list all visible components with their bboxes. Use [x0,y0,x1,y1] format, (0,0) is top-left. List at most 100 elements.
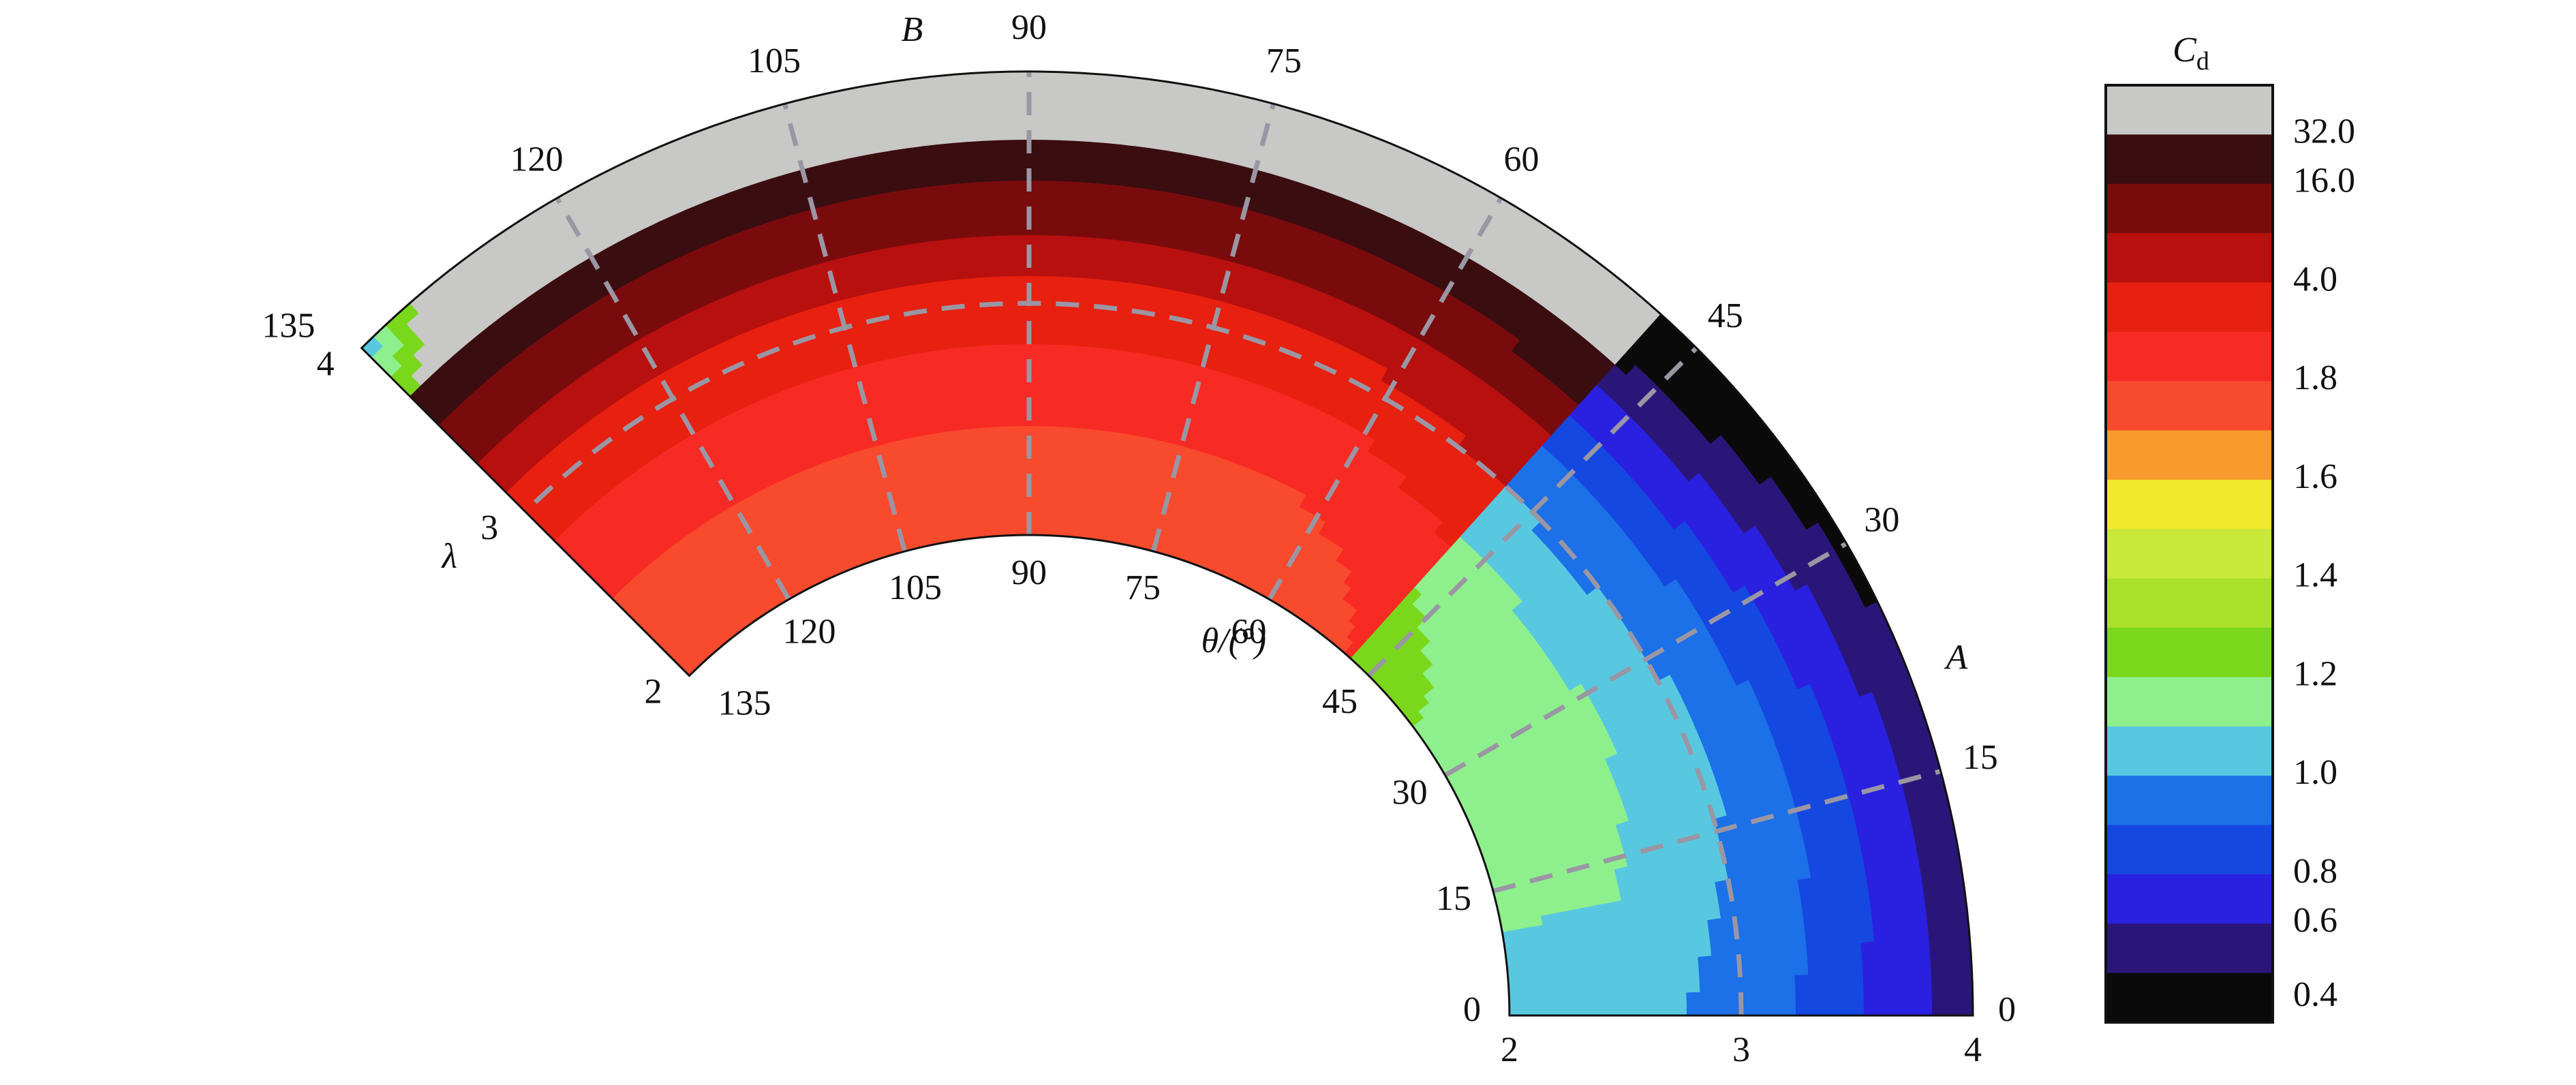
contour-cell [1735,925,1752,941]
contour-cell [1396,697,1414,714]
contour-cell [1838,808,1857,828]
colorbar-tick-label: 1.0 [2293,753,2337,792]
contour-cell [1747,911,1764,928]
contour-cell [1712,965,1728,980]
contour-cell [1036,520,1047,536]
contour-cell [1908,807,1927,828]
contour-cell [1508,805,1526,821]
contour-cell [1871,908,1888,927]
contour-cell [1041,193,1058,209]
contour-cell [1818,737,1837,758]
contour-cell [1311,598,1328,616]
contour-cell [1914,934,1931,953]
contour-cell [1549,977,1565,988]
contour-cell [1785,891,1803,909]
contour-cell [1442,645,1460,663]
contour-cell [1838,714,1858,735]
contour-cell [1896,889,1913,909]
contour-cell [1882,813,1900,834]
contour-cell [1773,825,1790,843]
contour-cell [1550,995,1565,1007]
contour-cell [1947,866,1965,887]
contour-cell [1331,497,1349,516]
contour-cell [1428,716,1446,733]
contour-cell [1559,938,1575,951]
contour-cell [1743,819,1761,837]
contour-cell [1345,625,1363,643]
contour-cell [1600,942,1616,956]
contour-cell [1231,566,1246,584]
contour-cell [1638,915,1655,930]
contour-cell [1422,686,1441,703]
contour-cell [1856,724,1876,745]
contour-cell [1669,863,1687,879]
contour-cell [1741,872,1758,890]
contour-cell [1798,818,1817,837]
contour-cell [1762,785,1780,804]
contour-cell [1904,998,1920,1015]
contour-cell [1011,520,1021,536]
contour-cell [1801,903,1818,921]
contour-cell [999,220,1016,236]
contour-cell [1550,705,1569,723]
contour-cell [1013,193,1029,209]
contour-cell [1488,684,1507,701]
contour-cell [988,275,1004,291]
contour-cell [1680,920,1696,936]
contour-cell [1547,958,1563,971]
contour-cell [1492,771,1511,787]
contour-cell [1792,746,1811,766]
contour-cell [1877,998,1892,1015]
contour-cell [1524,744,1543,761]
contour-cell [1047,453,1059,468]
contour-cell [1796,759,1815,780]
contour-cell [1039,343,1053,358]
contour-cell [1400,619,1418,637]
contour-cell [1488,793,1506,809]
contour-cell [1406,626,1424,644]
contour-cell [1542,921,1559,934]
contour-cell [1647,891,1664,906]
contour-cell [1753,962,1768,978]
contour-cell [1945,981,1960,1000]
contour-cell [1494,692,1513,709]
contour-cell [1842,823,1860,842]
contour-cell [965,126,983,142]
contour-cell [1403,642,1421,660]
contour-cell [1474,829,1491,844]
contour-cell [1931,997,1947,1015]
contour-cell [1887,730,1907,752]
contour-cell [1285,517,1302,536]
contour-cell [1644,981,1660,994]
contour-cell [1575,965,1591,977]
contour-cell [1857,771,1876,793]
contour-cell [1005,356,1018,372]
contour-cell [1037,479,1048,495]
colorbar-swatch [2106,282,2273,333]
contour-cell [1940,916,1957,936]
contour-cell [1884,906,1901,926]
contour-cell [1349,647,1367,664]
contour-cell [1251,545,1266,564]
contour-cell [1741,988,1756,1003]
contour-cell [1855,819,1873,840]
contour-cell [1866,753,1885,774]
contour-cell [1775,781,1794,801]
contour-cell [1520,961,1536,973]
contour-cell [1465,652,1484,670]
contour-cell [1592,891,1609,906]
contour-cell [1287,534,1304,553]
contour-cell [1781,864,1798,883]
contour-cell [1836,999,1852,1015]
contour-cell [1551,679,1570,698]
contour-cell [1071,153,1090,170]
contour-cell [1589,881,1607,896]
contour-cell [1764,935,1780,951]
contour-cell [1713,1001,1729,1015]
contour-cell [1041,166,1059,181]
contour-cell [1556,715,1575,733]
contour-cell [1053,262,1069,277]
contour-cell [1802,831,1820,851]
contour-cell [1681,932,1698,947]
contour-cell [1436,637,1454,656]
